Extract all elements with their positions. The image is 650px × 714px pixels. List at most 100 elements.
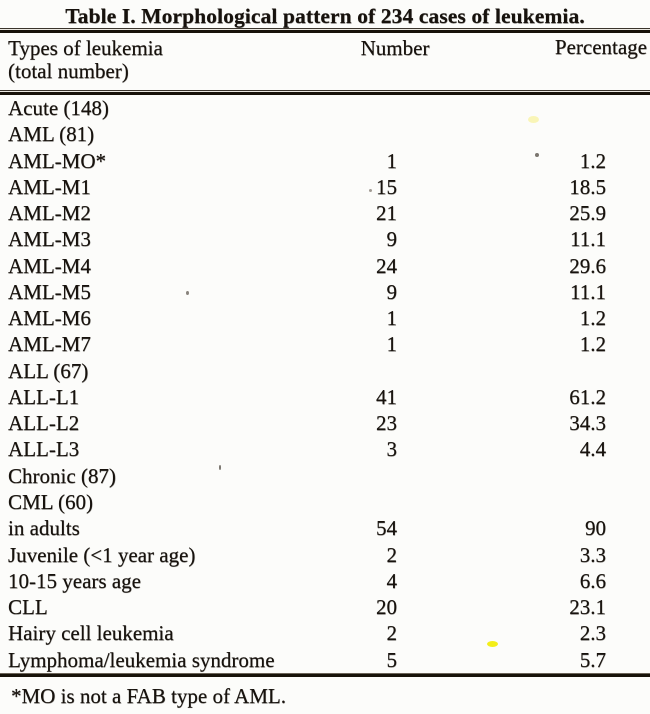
- row-number: 2: [386, 621, 398, 646]
- row-number: 41: [376, 384, 397, 409]
- column-header-percentage: Percentage: [554, 35, 647, 59]
- row-number: [340, 95, 397, 121]
- row-percentage: [397, 489, 606, 515]
- row-label: Acute (148): [8, 96, 109, 120]
- table-row: ALL-L3 3 4.4: [0, 436, 650, 462]
- table-body: Acute (148) AML (81) AML-MO* 1 1.2 AML-M1 1…: [0, 95, 650, 673]
- row-number: 1: [386, 332, 398, 357]
- table-row: AML-M4 24 29.6: [0, 253, 650, 279]
- row-percentage: 1.2: [579, 148, 606, 173]
- row-label: AML-M6: [8, 306, 91, 331]
- table-row: AML-M3 9 11.1: [0, 226, 650, 252]
- table-title: Table I. Morphological pattern of 234 ca…: [65, 4, 585, 28]
- table-row: AML-M5 9 11.1: [0, 279, 650, 305]
- row-percentage: 6.6: [579, 568, 606, 593]
- table-row: AML-M6 1 1.2: [0, 305, 650, 331]
- row-label: ALL (67): [8, 358, 89, 383]
- row-percentage: [397, 463, 606, 489]
- row-label: ALL-L1: [8, 384, 80, 409]
- row-label: in adults: [8, 516, 80, 541]
- table-row: AML-M2 21 25.9: [0, 200, 650, 226]
- row-label: AML-M2: [8, 201, 91, 226]
- row-label: AML (81): [8, 122, 95, 147]
- header-rule-top: [0, 28, 650, 33]
- row-number: 1: [386, 306, 398, 331]
- row-percentage: 5.7: [579, 647, 606, 672]
- table-row: AML-MO* 1 1.2: [0, 148, 650, 174]
- row-label: CML (60): [8, 489, 93, 514]
- row-label: Hairy cell leukemia: [8, 621, 174, 646]
- footer-rule: [0, 672, 650, 677]
- table-row: Lymphoma/leukemia syndrome 5 5.7: [0, 647, 650, 673]
- row-label: ALL-L3: [8, 437, 80, 462]
- row-percentage: 18.5: [569, 174, 606, 199]
- row-percentage: 11.1: [570, 227, 606, 252]
- row-label: AML-M1: [8, 174, 91, 199]
- column-header-types: Types of leukemia (total number): [8, 37, 650, 83]
- row-percentage: 1.2: [579, 306, 606, 331]
- row-label: CLL: [8, 595, 48, 620]
- column-header-types-line2: (total number): [8, 59, 129, 83]
- row-label: AML-M5: [8, 279, 91, 304]
- row-number: [340, 463, 397, 489]
- row-number: 1: [386, 148, 398, 173]
- row-percentage: 3.3: [579, 542, 606, 567]
- row-number: 21: [376, 201, 397, 226]
- row-percentage: 34.3: [569, 411, 606, 436]
- row-label: ALL-L2: [8, 411, 80, 436]
- row-percentage: 61.2: [569, 384, 606, 409]
- row-number: 4: [386, 568, 398, 593]
- row-label: 10-15 years age: [8, 568, 141, 593]
- column-header-types-line1: Types of leukemia: [8, 36, 163, 60]
- row-number: 20: [376, 595, 397, 620]
- row-percentage: 90: [585, 516, 606, 541]
- table-row: ALL-L2 23 34.3: [0, 410, 650, 436]
- header-rule-bottom: [0, 90, 650, 95]
- row-percentage: [397, 95, 606, 121]
- table-row: 10-15 years age 4 6.6: [0, 568, 650, 594]
- table-header: Types of leukemia (total number) Number …: [0, 33, 650, 90]
- row-number: [340, 358, 397, 384]
- table-row: CLL 20 23.1: [0, 594, 650, 620]
- row-percentage: [397, 358, 606, 384]
- row-number: 23: [376, 411, 397, 436]
- table-row: Acute (148): [0, 95, 650, 121]
- row-percentage: 2.3: [579, 621, 606, 646]
- table-row: Chronic (87): [0, 463, 650, 489]
- table-footnote: *MO is not a FAB type of AML.: [11, 683, 286, 708]
- row-percentage: [397, 121, 606, 147]
- table-row: AML-M1 15 18.5: [0, 174, 650, 200]
- row-percentage: 29.6: [569, 253, 606, 278]
- row-number: 15: [376, 174, 397, 199]
- row-number: 24: [376, 253, 397, 278]
- row-number: 5: [386, 647, 398, 672]
- row-number: 54: [376, 516, 397, 541]
- row-percentage: 25.9: [569, 201, 606, 226]
- table-row: ALL (67): [0, 358, 650, 384]
- row-percentage: 1.2: [579, 332, 606, 357]
- table-row: AML (81): [0, 121, 650, 147]
- row-label: Juvenile (<1 year age): [8, 542, 196, 567]
- table-row: Juvenile (<1 year age) 2 3.3: [0, 542, 650, 568]
- row-label: AML-M3: [8, 227, 91, 252]
- column-header-number: Number: [360, 36, 430, 60]
- row-percentage: 4.4: [579, 437, 606, 462]
- table-row: AML-M7 1 1.2: [0, 331, 650, 357]
- row-number: 9: [386, 279, 398, 304]
- row-number: [340, 121, 397, 147]
- row-percentage: 23.1: [569, 595, 606, 620]
- row-number: 2: [386, 542, 398, 567]
- row-percentage: 11.1: [570, 279, 606, 304]
- row-label: AML-M7: [8, 332, 91, 357]
- row-label: Lymphoma/leukemia syndrome: [8, 647, 275, 672]
- row-number: 3: [386, 437, 398, 462]
- row-label: Chronic (87): [8, 463, 116, 488]
- table-row: ALL-L1 41 61.2: [0, 384, 650, 410]
- row-label: AML-MO*: [8, 148, 106, 173]
- table-row: Hairy cell leukemia 2 2.3: [0, 620, 650, 646]
- row-number: [340, 489, 397, 515]
- row-label: AML-M4: [8, 253, 91, 278]
- table-row: in adults 54 90: [0, 515, 650, 541]
- row-number: 9: [386, 227, 398, 252]
